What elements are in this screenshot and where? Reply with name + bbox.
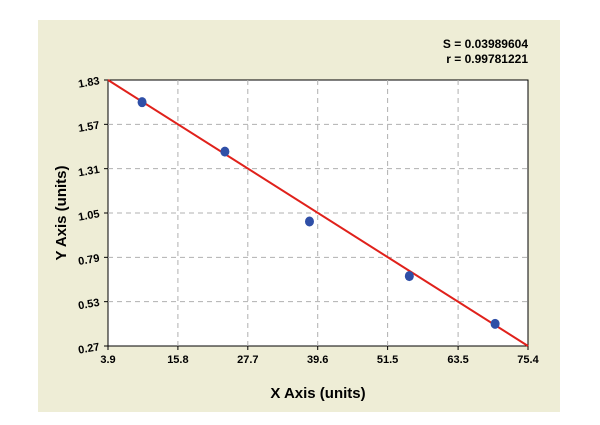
fit-line-group [107,79,529,347]
x-tick-label: 75.4 [517,354,539,366]
y-tick-label: 1.05 [77,208,100,224]
data-points [137,97,500,329]
y-tick-label: 1.83 [77,75,100,91]
stat-s-label: S = 0.03989604 [443,37,528,51]
data-point [137,97,147,108]
x-tick-label: 51.5 [377,354,398,366]
y-axis-label: Y Axis (units) [53,165,70,260]
x-axis-ticks: 3.9 15.8 27.7 39.6 51.5 63.5 75.4 [100,346,540,366]
data-point [220,146,230,157]
data-point [304,216,314,227]
y-tick-label: 0.79 [77,252,100,268]
y-axis-ticks: 0.27 0.53 0.79 1.05 1.31 1.57 1.83 [77,75,108,357]
data-point [490,318,500,329]
x-axis-label: X Axis (units) [270,385,365,402]
y-tick-label: 1.57 [77,119,100,135]
fit-line [107,79,529,347]
x-tick-label: 15.8 [167,354,188,366]
x-tick-label: 3.9 [100,354,115,366]
x-tick-label: 63.5 [447,354,468,366]
statistics-box: S = 0.03989604 r = 0.99781221 [443,37,528,66]
x-tick-label: 27.7 [237,354,258,366]
y-tick-label: 0.53 [77,297,100,313]
y-tick-label: 0.27 [77,341,100,357]
stat-r-label: r = 0.99781221 [446,52,528,66]
y-tick-label: 1.31 [77,164,100,180]
data-point [404,271,414,282]
x-tick-label: 39.6 [307,354,328,366]
